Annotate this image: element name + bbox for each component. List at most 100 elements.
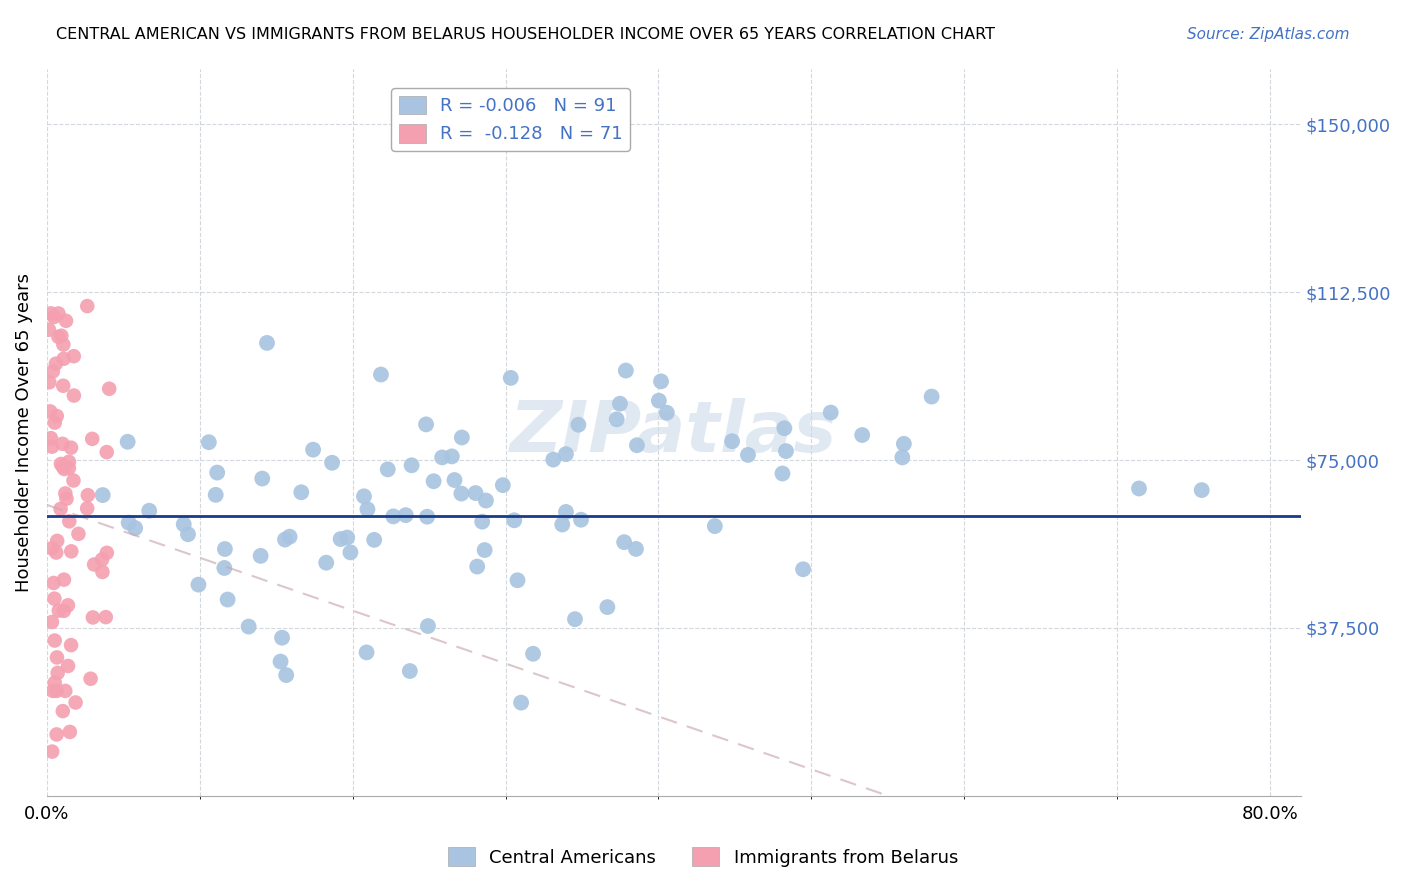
Point (416, 509, 439, 524)
Point (52, 573, 75, 587)
Point (596, 600, 619, 615)
Point (1128, 482, 1150, 496)
Point (45, 357, 67, 371)
Point (820, 406, 842, 420)
Point (39, 431, 62, 445)
Point (471, 515, 494, 529)
Point (252, 472, 274, 486)
Point (41, 745, 63, 759)
Point (271, 631, 294, 645)
Point (370, 368, 392, 382)
Point (44, 633, 66, 648)
Point (395, 508, 418, 522)
Point (363, 533, 385, 547)
Point (893, 437, 915, 451)
Point (626, 438, 648, 452)
Point (48, 306, 70, 320)
Point (58, 455, 80, 469)
Point (430, 450, 453, 465)
Point (555, 447, 578, 461)
Point (67, 526, 90, 541)
Point (76, 501, 98, 516)
Point (45, 727, 67, 741)
Point (506, 574, 529, 588)
Point (138, 504, 160, 518)
Point (91, 488, 114, 502)
Point (45, 684, 67, 698)
Y-axis label: Householder Income Over 65 years: Householder Income Over 65 years (15, 273, 32, 591)
Point (52, 351, 75, 366)
Point (249, 549, 271, 563)
Point (1191, 483, 1213, 497)
Point (63, 388, 86, 402)
Point (41, 615, 63, 629)
Point (465, 559, 488, 574)
Point (198, 435, 221, 450)
Point (52, 459, 75, 474)
Point (564, 612, 586, 626)
Point (721, 434, 744, 449)
Point (42, 364, 65, 378)
Point (41, 440, 63, 454)
Point (82, 432, 104, 446)
Point (91, 565, 114, 579)
Point (339, 545, 361, 559)
Point (775, 444, 797, 458)
Point (51, 328, 73, 343)
Point (567, 417, 589, 432)
Point (79, 672, 101, 686)
Point (53, 486, 76, 500)
Point (76, 299, 98, 313)
Point (772, 467, 794, 481)
Point (440, 450, 463, 464)
Point (42, 576, 65, 591)
Point (39, 404, 62, 418)
Point (450, 430, 472, 444)
Point (49, 457, 72, 471)
Point (46, 650, 69, 665)
Point (377, 462, 399, 476)
Point (270, 655, 292, 669)
Point (204, 488, 226, 502)
Point (214, 561, 236, 575)
Point (613, 535, 636, 549)
Point (94, 610, 117, 624)
Point (290, 485, 312, 500)
Point (356, 502, 378, 516)
Point (238, 619, 260, 633)
Point (91, 552, 114, 566)
Point (98, 382, 121, 396)
Point (96, 546, 118, 560)
Point (655, 406, 678, 420)
Point (41, 541, 63, 556)
Point (83, 558, 105, 572)
Point (52, 337, 75, 351)
Point (614, 363, 637, 377)
Point (62, 349, 84, 363)
Point (52, 378, 75, 392)
Point (648, 393, 671, 408)
Point (177, 527, 200, 541)
Point (499, 371, 522, 385)
Point (38, 376, 60, 390)
Point (46, 665, 69, 680)
Point (76, 488, 98, 502)
Point (474, 543, 496, 558)
Point (851, 428, 873, 442)
Point (606, 412, 628, 426)
Point (214, 541, 236, 556)
Point (276, 668, 298, 682)
Point (118, 516, 141, 530)
Point (891, 450, 914, 465)
Point (44, 416, 66, 430)
Point (773, 421, 796, 435)
Text: ZIPatlas: ZIPatlas (510, 398, 838, 467)
Point (55, 314, 77, 328)
Point (302, 442, 325, 457)
Point (173, 517, 195, 532)
Point (96, 445, 118, 459)
Point (124, 521, 146, 535)
Point (62, 474, 84, 488)
Point (38, 323, 60, 337)
Point (53, 462, 76, 476)
